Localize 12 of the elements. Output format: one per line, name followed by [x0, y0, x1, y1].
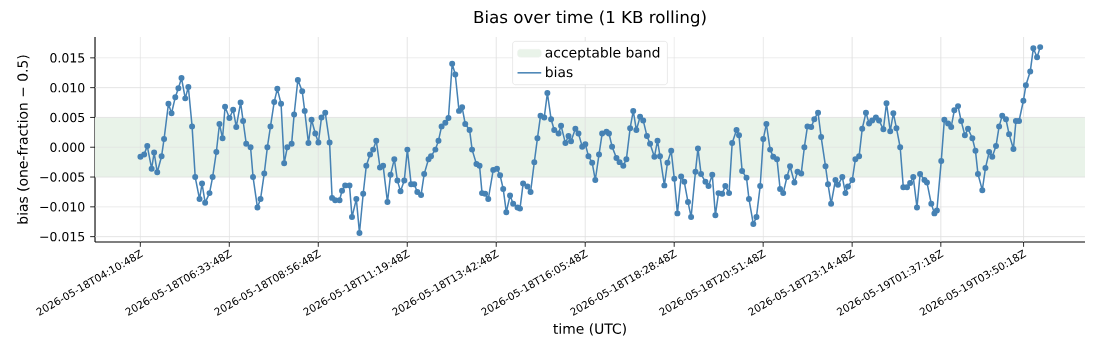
legend-label: bias	[546, 66, 573, 78]
y-tick-label: 0.010	[50, 82, 85, 93]
x-axis-title: time (UTC)	[553, 323, 626, 336]
y-tick-label: −0.015	[40, 231, 85, 242]
y-tick-label: 0.015	[50, 53, 85, 63]
legend-label: acceptable band	[545, 46, 660, 61]
y-tick-label: 0.000	[50, 142, 85, 152]
y-tick-label: −0.005	[40, 172, 85, 182]
y-tick-label: −0.010	[40, 202, 85, 212]
y-axis-title: bias (one-fraction − 0.5)	[17, 55, 30, 224]
y-tick-label: 0.005	[50, 112, 85, 123]
chart-title: Bias over time (1 KB rolling)	[474, 10, 706, 27]
